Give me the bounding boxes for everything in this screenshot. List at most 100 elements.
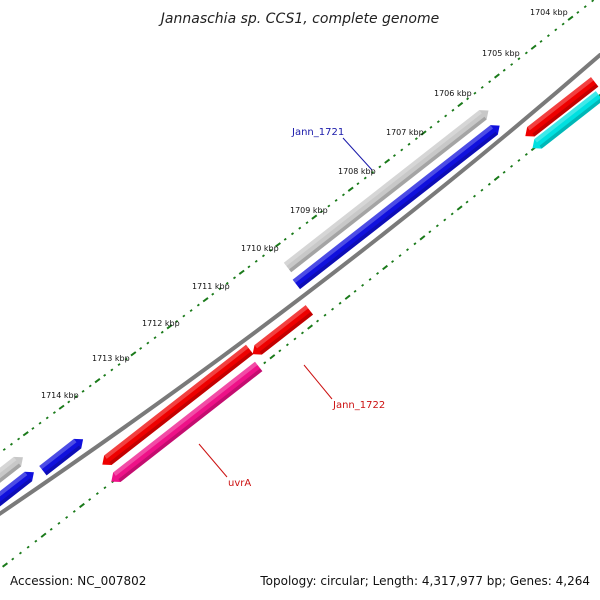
scale-tick [473, 194, 476, 198]
scale-tick [275, 242, 281, 248]
scale-tick [561, 22, 565, 26]
gene-grey-left [0, 456, 23, 486]
scale-tick [480, 85, 484, 89]
gene-blue-top [292, 125, 500, 290]
leader-uvra [198, 443, 228, 478]
gene-red-mid [252, 305, 314, 355]
scale-tick [554, 28, 558, 32]
scale-tick [546, 34, 550, 38]
scale-tick [530, 44, 537, 50]
scale-tick [103, 373, 107, 377]
scale-tick [88, 498, 92, 502]
label-leader-lines [198, 137, 373, 478]
scale-tick [110, 368, 114, 372]
scale-tick [323, 313, 327, 317]
scale-tick [487, 182, 491, 186]
scale-tick [261, 254, 265, 258]
scale-tick [488, 80, 492, 84]
scale-tick [450, 212, 454, 216]
scale-tick [67, 400, 71, 404]
scale-tick [524, 51, 528, 55]
scale-tick [74, 395, 78, 399]
scale-tick [510, 63, 514, 66]
leader-jann-1722 [303, 364, 333, 400]
scale-tick [65, 515, 69, 519]
scale-tick [406, 248, 409, 252]
scale-tick [435, 224, 439, 228]
scale-tick [225, 281, 229, 285]
scale-tick [398, 254, 402, 258]
scale-tick [182, 314, 186, 318]
scale-tick [311, 214, 318, 220]
scale-tick [130, 351, 137, 357]
scale-tick [407, 142, 411, 146]
scale-tick [26, 545, 30, 549]
scale-ticks-inner [2, 93, 600, 568]
scale-tick [320, 210, 324, 214]
scale-tick [307, 324, 314, 330]
scale-tick [493, 73, 500, 79]
scale-tick [81, 389, 85, 393]
scale-tick [436, 120, 440, 124]
scale-tick [502, 170, 506, 174]
scale-tick [38, 421, 42, 425]
scale-label-1706: 1706 kbp [434, 89, 472, 98]
leader-jann-1721 [342, 137, 373, 171]
scale-tick [457, 101, 464, 108]
scale-tick [391, 260, 395, 264]
scale-label-1704: 1704 kbp [530, 8, 568, 17]
scale-tick [254, 259, 258, 263]
scale-tick [382, 264, 389, 271]
scale-tick [334, 198, 338, 202]
scale-tick [316, 319, 320, 323]
scale-tick [2, 448, 6, 451]
scale-tick [269, 248, 273, 252]
scale-tick [17, 437, 21, 441]
scale-tick [456, 205, 463, 211]
scale-tick [160, 330, 164, 334]
scale-tick [34, 539, 38, 543]
scale-tick [40, 532, 47, 538]
scale-tick [211, 292, 215, 296]
scale-label-1709: 1709 kbp [290, 206, 328, 215]
scale-tick [517, 158, 521, 162]
scale-tick [598, 93, 600, 97]
gene-grey-top [283, 110, 489, 273]
scale-tick [353, 289, 357, 293]
scale-tick [232, 276, 237, 280]
scale-tick [368, 278, 372, 281]
scale-tick [52, 411, 56, 415]
scale-tick [263, 361, 267, 365]
scale-tick [72, 510, 76, 513]
scale-tick [175, 319, 179, 323]
scale-tick [31, 426, 35, 430]
scale-tick [591, 0, 595, 3]
scale-tick [285, 343, 289, 347]
scale-tick [298, 226, 302, 230]
scale-label-1710: 1710 kbp [241, 244, 279, 253]
scale-tick [480, 188, 484, 192]
scale-label-1714: 1714 kbp [41, 391, 79, 400]
scale-tick [384, 158, 391, 164]
scale-tick [18, 551, 22, 555]
scale-tick [524, 152, 528, 156]
scale-tick [473, 91, 477, 95]
scale-tick [218, 287, 222, 291]
scale-tick [413, 242, 417, 246]
scale-tick [146, 341, 150, 345]
scale-tick [429, 125, 433, 129]
scale-tick [327, 204, 331, 208]
scale-tick [305, 221, 309, 225]
scale-tick [88, 384, 92, 388]
scale-tick [378, 165, 382, 169]
scale-tick [103, 486, 107, 490]
scale-tick [247, 265, 251, 269]
scale-tick [465, 200, 469, 204]
scale-tick [290, 232, 295, 236]
scale-tick [139, 346, 143, 350]
scale-tick [419, 235, 426, 241]
topology-text: Topology: circular; Length: 4,317,977 bp… [260, 574, 590, 588]
scale-tick [300, 331, 304, 335]
scale-tick [269, 354, 276, 360]
